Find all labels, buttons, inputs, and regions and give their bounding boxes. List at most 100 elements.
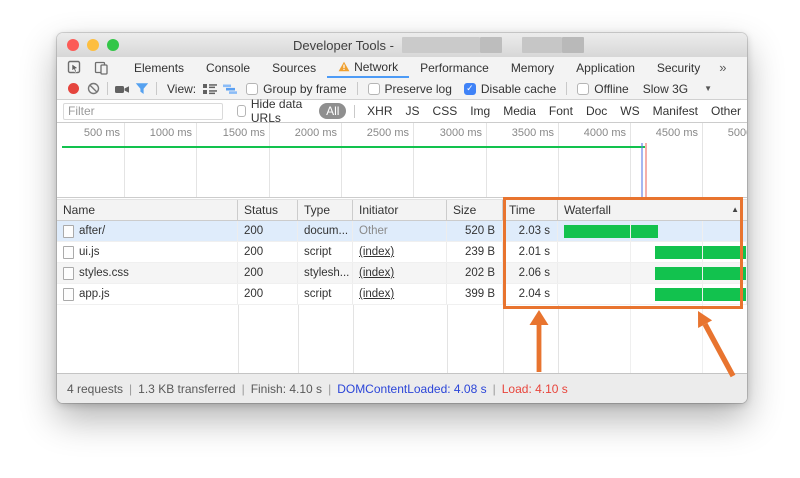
minimize-window-button[interactable] xyxy=(87,39,99,51)
status-segment: | Load: 4.10 s xyxy=(487,382,568,396)
file-icon xyxy=(63,224,74,238)
request-name: app.js xyxy=(79,288,110,300)
warning-icon xyxy=(338,61,350,72)
file-icon xyxy=(63,266,74,280)
column-header[interactable]: Type xyxy=(298,200,353,220)
filter-funnel-icon[interactable] xyxy=(132,80,152,98)
name-cell: app.js xyxy=(57,284,238,304)
status-cell: 200 xyxy=(238,284,298,304)
filter-type[interactable]: XHR xyxy=(367,104,393,118)
record-button[interactable] xyxy=(63,80,83,98)
tab[interactable]: Sources xyxy=(261,57,327,78)
table-row[interactable]: app.js 200 script (index) 399 B 2.04 s xyxy=(57,284,747,305)
clear-icon[interactable] xyxy=(83,80,103,98)
screenshot-camera-icon[interactable] xyxy=(112,80,132,98)
summary-status-bar: | 4 requests | 1.3 KB transferred | Fini… xyxy=(57,373,747,403)
large-rows-view-icon[interactable] xyxy=(200,80,220,98)
table-row[interactable]: styles.css 200 stylesh... (index) 202 B … xyxy=(57,263,747,284)
filter-type-list: XHR JS CSS Img Media Font Doc WS Manifest Other xyxy=(367,104,741,118)
column-header[interactable]: Initiator xyxy=(353,200,447,220)
segment-text: 4 requests xyxy=(67,381,124,396)
table-row[interactable]: ui.js 200 script (index) 239 B 2.01 s xyxy=(57,242,747,263)
segment-text: DOMContentLoaded: 4.08 s xyxy=(337,381,487,396)
close-window-button[interactable] xyxy=(67,39,79,51)
offline-checkbox[interactable]: ✓ Offline xyxy=(577,81,629,96)
column-header[interactable]: Waterfall xyxy=(564,203,611,217)
chevron-down-icon: ▼ xyxy=(704,84,713,93)
throttling-dropdown[interactable]: Slow 3G ▼ xyxy=(643,82,712,96)
inspect-element-icon[interactable] xyxy=(64,59,84,77)
filter-type-all[interactable]: All xyxy=(319,103,347,119)
column-header[interactable]: Time xyxy=(503,200,558,220)
initiator-cell: (index) xyxy=(353,242,447,262)
tab-overflow-button[interactable]: » xyxy=(719,60,727,75)
tab[interactable]: Elements xyxy=(123,57,195,78)
tab-label: Application xyxy=(576,60,635,75)
initiator-link[interactable]: (index) xyxy=(359,267,395,279)
timeline-tick-label: 500 ms xyxy=(83,127,120,139)
column-header[interactable]: Size xyxy=(447,200,503,220)
initiator-link[interactable]: (index) xyxy=(359,246,395,258)
checkbox-label: Preserve log xyxy=(384,81,452,96)
devtools-tab-bar: Elements Console Sources xyxy=(57,57,747,79)
group-by-frame-checkbox[interactable]: ✓ Group by frame xyxy=(246,82,347,96)
timeline-gridline xyxy=(558,123,559,197)
waterfall-bar xyxy=(655,246,746,259)
show-overview-icon[interactable] xyxy=(220,80,240,98)
waterfall-gridline xyxy=(630,221,631,373)
timeline-tick-label: 1500 ms xyxy=(222,127,265,139)
filter-type[interactable]: Font xyxy=(548,104,573,118)
sort-arrow-icon[interactable]: ▲ xyxy=(731,205,739,214)
name-cell: after/ xyxy=(57,221,238,241)
filter-type[interactable]: Doc xyxy=(585,104,608,118)
more-options-icon[interactable]: ⋮ xyxy=(734,57,747,78)
network-overview[interactable]: 500 ms 1000 ms 1500 ms 2000 ms 2500 ms 3000 m… xyxy=(57,123,747,198)
filter-type[interactable]: CSS xyxy=(432,104,458,118)
hide-data-urls-checkbox[interactable]: ✓ Hide data URLs xyxy=(237,97,309,125)
checkbox-box: ✓ xyxy=(463,82,476,95)
table-row[interactable]: after/ 200 docum... Other 520 B 2.03 s xyxy=(57,221,747,242)
waterfall-bar xyxy=(564,225,658,238)
filter-input[interactable] xyxy=(63,102,223,120)
filter-type[interactable]: JS xyxy=(405,104,420,118)
timeline-gridline xyxy=(630,123,631,197)
initiator-link[interactable]: Other xyxy=(359,225,388,237)
tab[interactable]: Network xyxy=(327,57,410,78)
segment-text: Finish: 4.10 s xyxy=(250,381,323,396)
timeline-tick-label: 4500 ms xyxy=(655,127,698,139)
tab[interactable]: Security xyxy=(646,57,711,78)
tab[interactable]: Memory xyxy=(500,57,565,78)
tab-label: Network xyxy=(354,59,399,74)
segment-separator: | xyxy=(328,381,332,396)
checkbox-label: Offline xyxy=(594,81,629,96)
disable-cache-checkbox[interactable]: ✓ Disable cache xyxy=(463,82,556,96)
filter-type[interactable]: Img xyxy=(470,104,491,118)
column-header[interactable]: Name xyxy=(57,200,238,220)
column-header[interactable]: Status xyxy=(238,200,298,220)
tab[interactable]: Application xyxy=(565,57,646,78)
type-cell: script xyxy=(298,284,353,304)
redacted-title-block xyxy=(479,37,502,53)
tab-label: Console xyxy=(206,60,251,75)
time-cell: 2.01 s xyxy=(503,242,558,262)
initiator-link[interactable]: (index) xyxy=(359,288,395,300)
preserve-log-checkbox[interactable]: ✓ Preserve log xyxy=(367,81,452,96)
tab[interactable]: Console xyxy=(195,57,261,78)
size-cell: 520 B xyxy=(447,221,503,241)
waterfall-bar xyxy=(655,288,746,301)
filter-type[interactable]: WS xyxy=(620,104,640,118)
waterfall-cell xyxy=(558,242,747,262)
tab[interactable]: Performance xyxy=(409,57,500,78)
size-cell: 399 B xyxy=(447,284,503,304)
overview-activity-line xyxy=(62,146,645,148)
filter-type[interactable]: Other xyxy=(710,104,741,118)
size-cell: 202 B xyxy=(447,263,503,283)
filter-type[interactable]: Manifest xyxy=(652,104,698,118)
device-toolbar-icon[interactable] xyxy=(91,59,111,77)
table-empty-area xyxy=(57,221,747,373)
initiator-cell: Other xyxy=(353,221,447,241)
filter-type[interactable]: Media xyxy=(503,104,536,118)
zoom-window-button[interactable] xyxy=(107,39,119,51)
column-separator xyxy=(447,305,448,373)
